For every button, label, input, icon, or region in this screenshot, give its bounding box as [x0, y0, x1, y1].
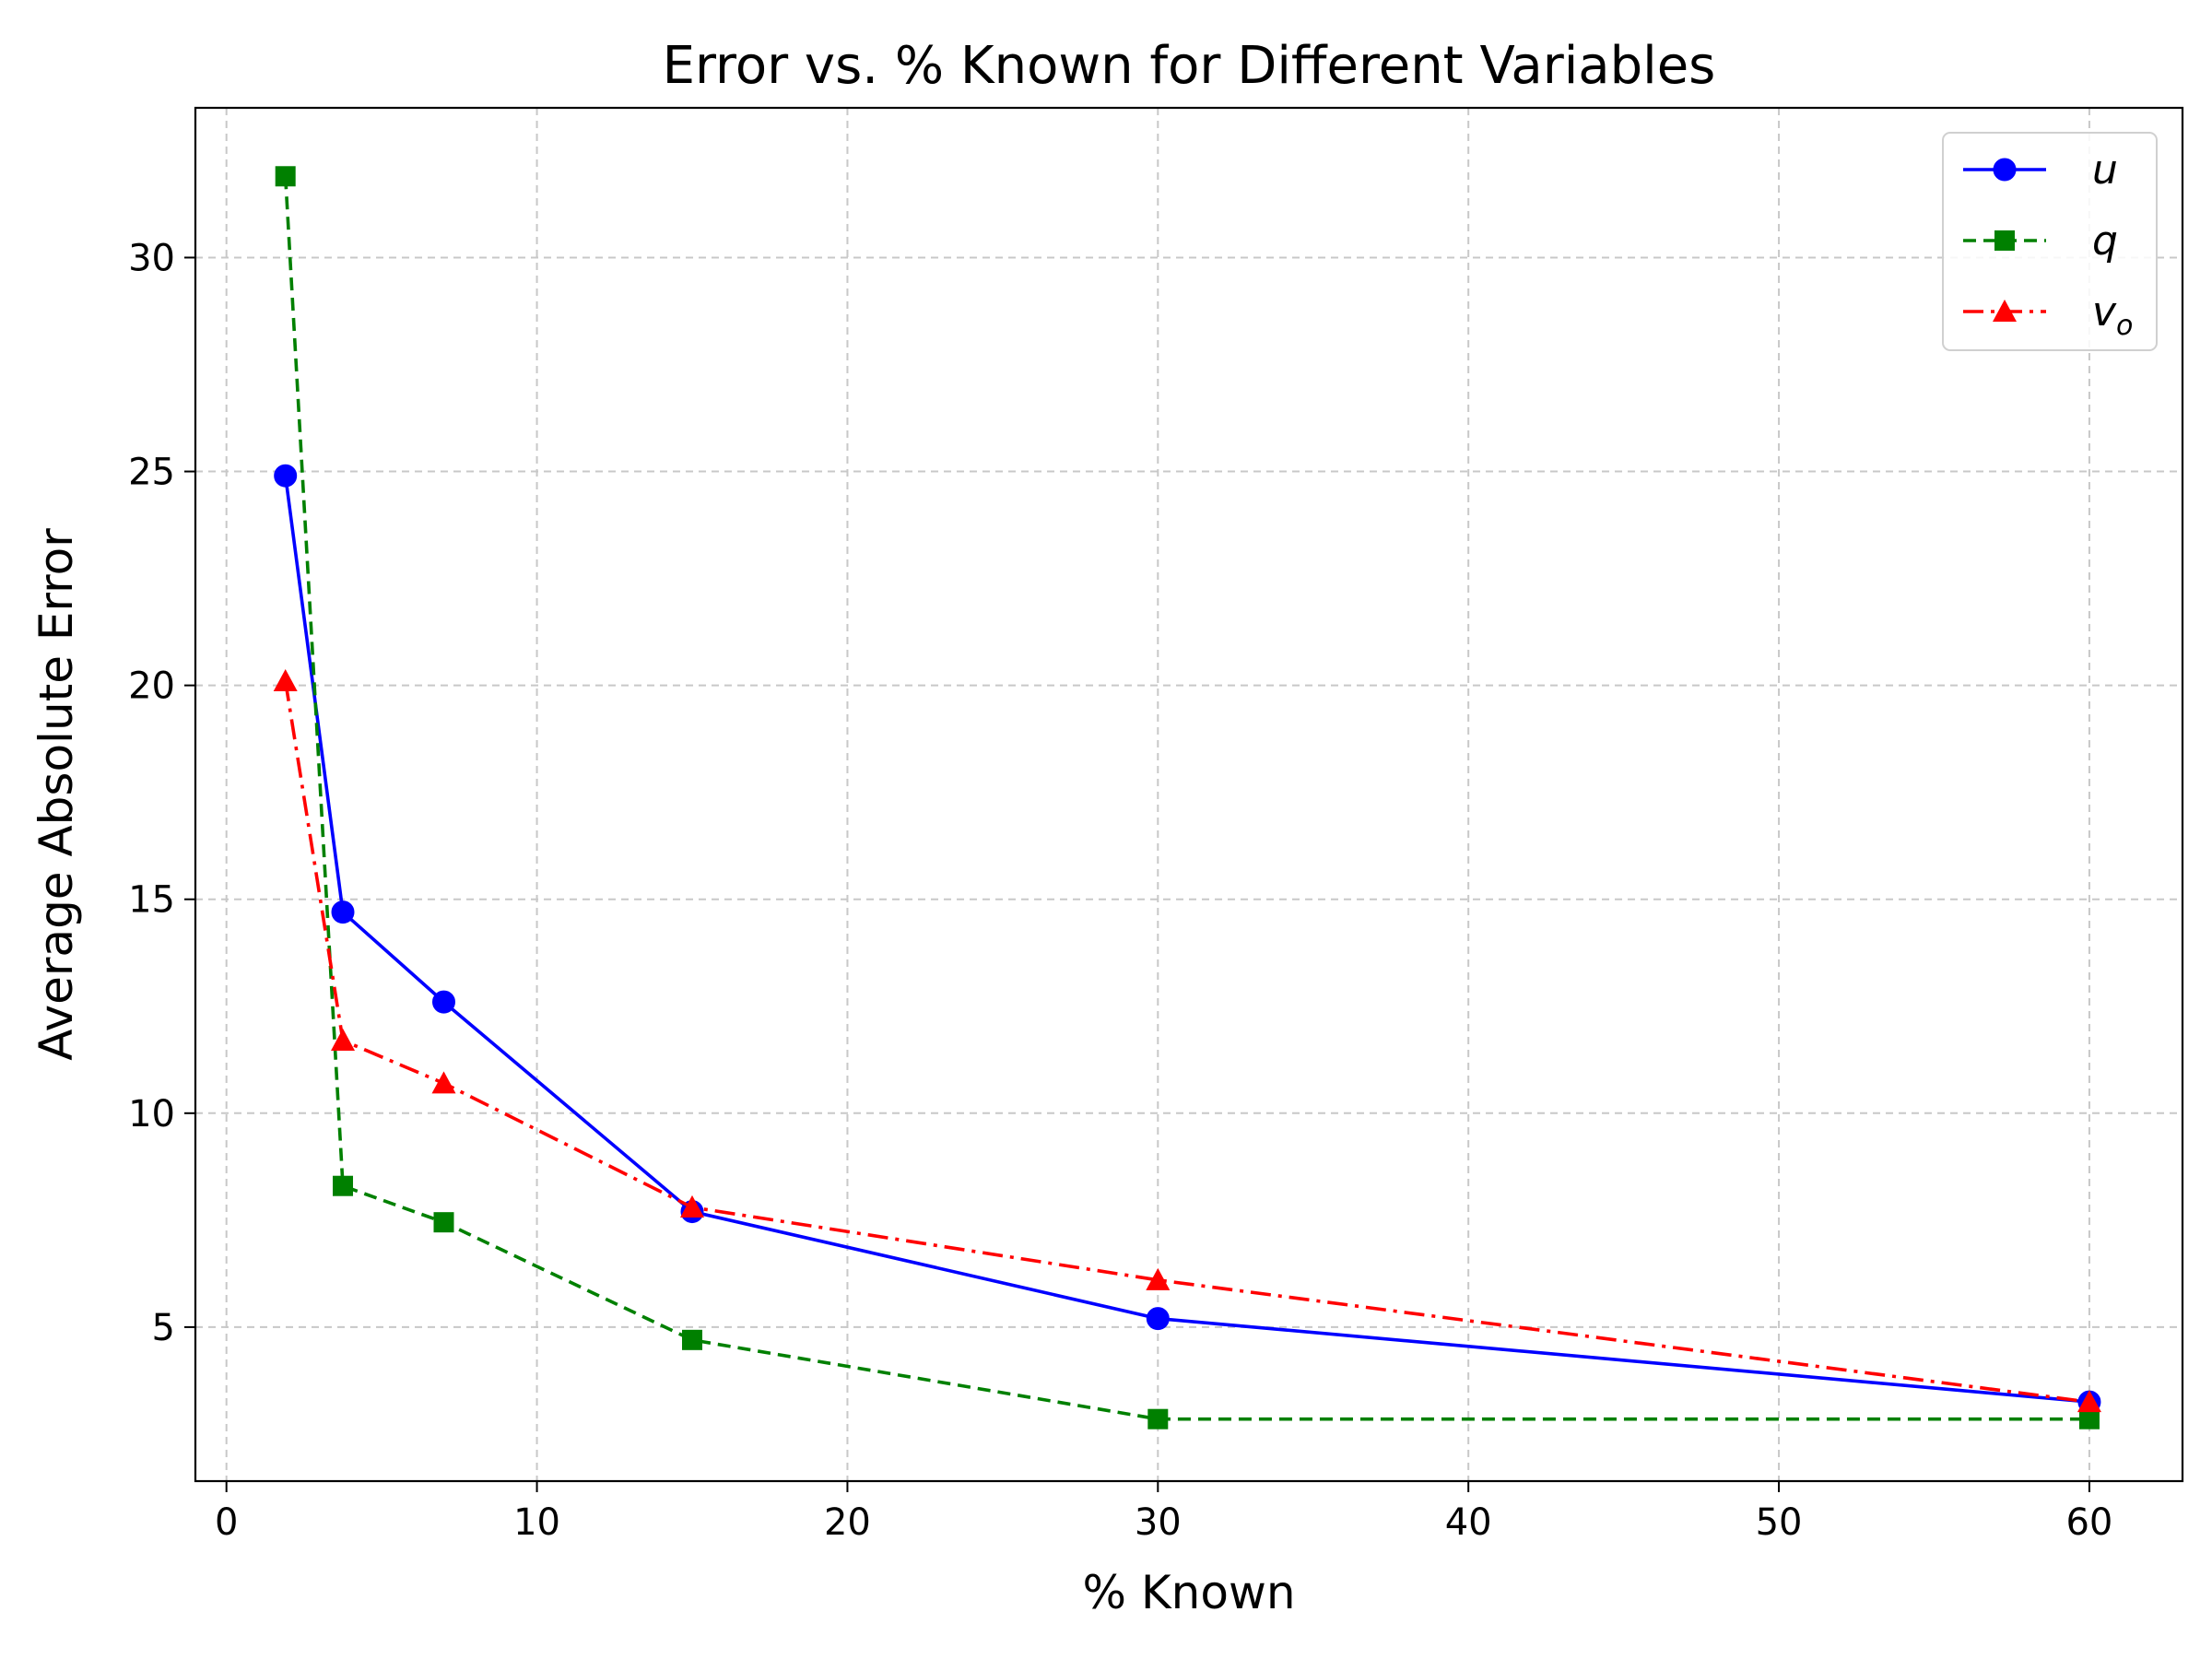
legend-marker-q — [1994, 230, 2015, 251]
data-point-v — [1146, 1267, 1171, 1290]
x-axis-label: % Known — [1082, 1566, 1295, 1619]
data-point-v — [431, 1071, 456, 1094]
gridlines — [195, 108, 2183, 1481]
x-tick-label: 20 — [824, 1501, 871, 1544]
legend-label-subscript: o — [2116, 310, 2133, 342]
axis-ticks: 0 10 20 30 40 50 60 5 10 15 20 25 30 — [128, 237, 2112, 1544]
data-point-q — [433, 1212, 454, 1233]
legend-marker-u — [1993, 158, 2017, 182]
legend-box — [1942, 132, 2158, 351]
y-tick-label: 10 — [128, 1093, 175, 1135]
chart-title: Error vs. % Known for Different Variable… — [663, 36, 1716, 96]
data-point-u — [274, 464, 298, 488]
series-layer — [273, 166, 2101, 1430]
series-line-q — [283, 176, 2089, 1421]
plot-frame — [194, 106, 2184, 1483]
data-point-u — [1146, 1307, 1170, 1331]
x-tick-label: 10 — [513, 1501, 560, 1544]
x-tick-label: 50 — [1756, 1501, 1803, 1544]
data-point-q — [275, 166, 296, 187]
data-point-v — [2077, 1390, 2101, 1413]
y-tick-label: 25 — [128, 452, 175, 494]
series-line-u — [283, 475, 2090, 1404]
series-u — [274, 464, 2101, 1414]
y-tick-label: 30 — [128, 237, 175, 279]
legend-marker-v — [1993, 300, 2017, 323]
y-tick-label: 5 — [152, 1307, 175, 1349]
legend-item-q: q — [1963, 218, 2118, 265]
data-point-u — [331, 900, 355, 924]
x-tick-label: 40 — [1445, 1501, 1492, 1544]
series-q — [275, 166, 2100, 1430]
legend-label-u: u — [2092, 147, 2118, 194]
data-point-q — [682, 1329, 702, 1350]
data-point-q — [1147, 1408, 1169, 1430]
data-point-v — [331, 1028, 356, 1051]
series-v — [273, 668, 2101, 1413]
data-point-q — [333, 1175, 354, 1196]
data-point-q — [2078, 1408, 2100, 1430]
x-tick-label: 60 — [2065, 1501, 2112, 1544]
x-tick-label: 0 — [215, 1501, 238, 1544]
data-point-v — [680, 1194, 704, 1218]
legend-label-q: q — [2092, 218, 2118, 265]
x-tick-label: 30 — [1135, 1501, 1182, 1544]
legend-item-u: u — [1963, 147, 2118, 194]
y-tick-label: 20 — [128, 665, 175, 708]
y-tick-label: 15 — [128, 879, 175, 922]
data-point-u — [432, 990, 455, 1014]
y-axis-label: Average Absolute Error — [29, 528, 83, 1061]
data-point-v — [273, 668, 298, 692]
